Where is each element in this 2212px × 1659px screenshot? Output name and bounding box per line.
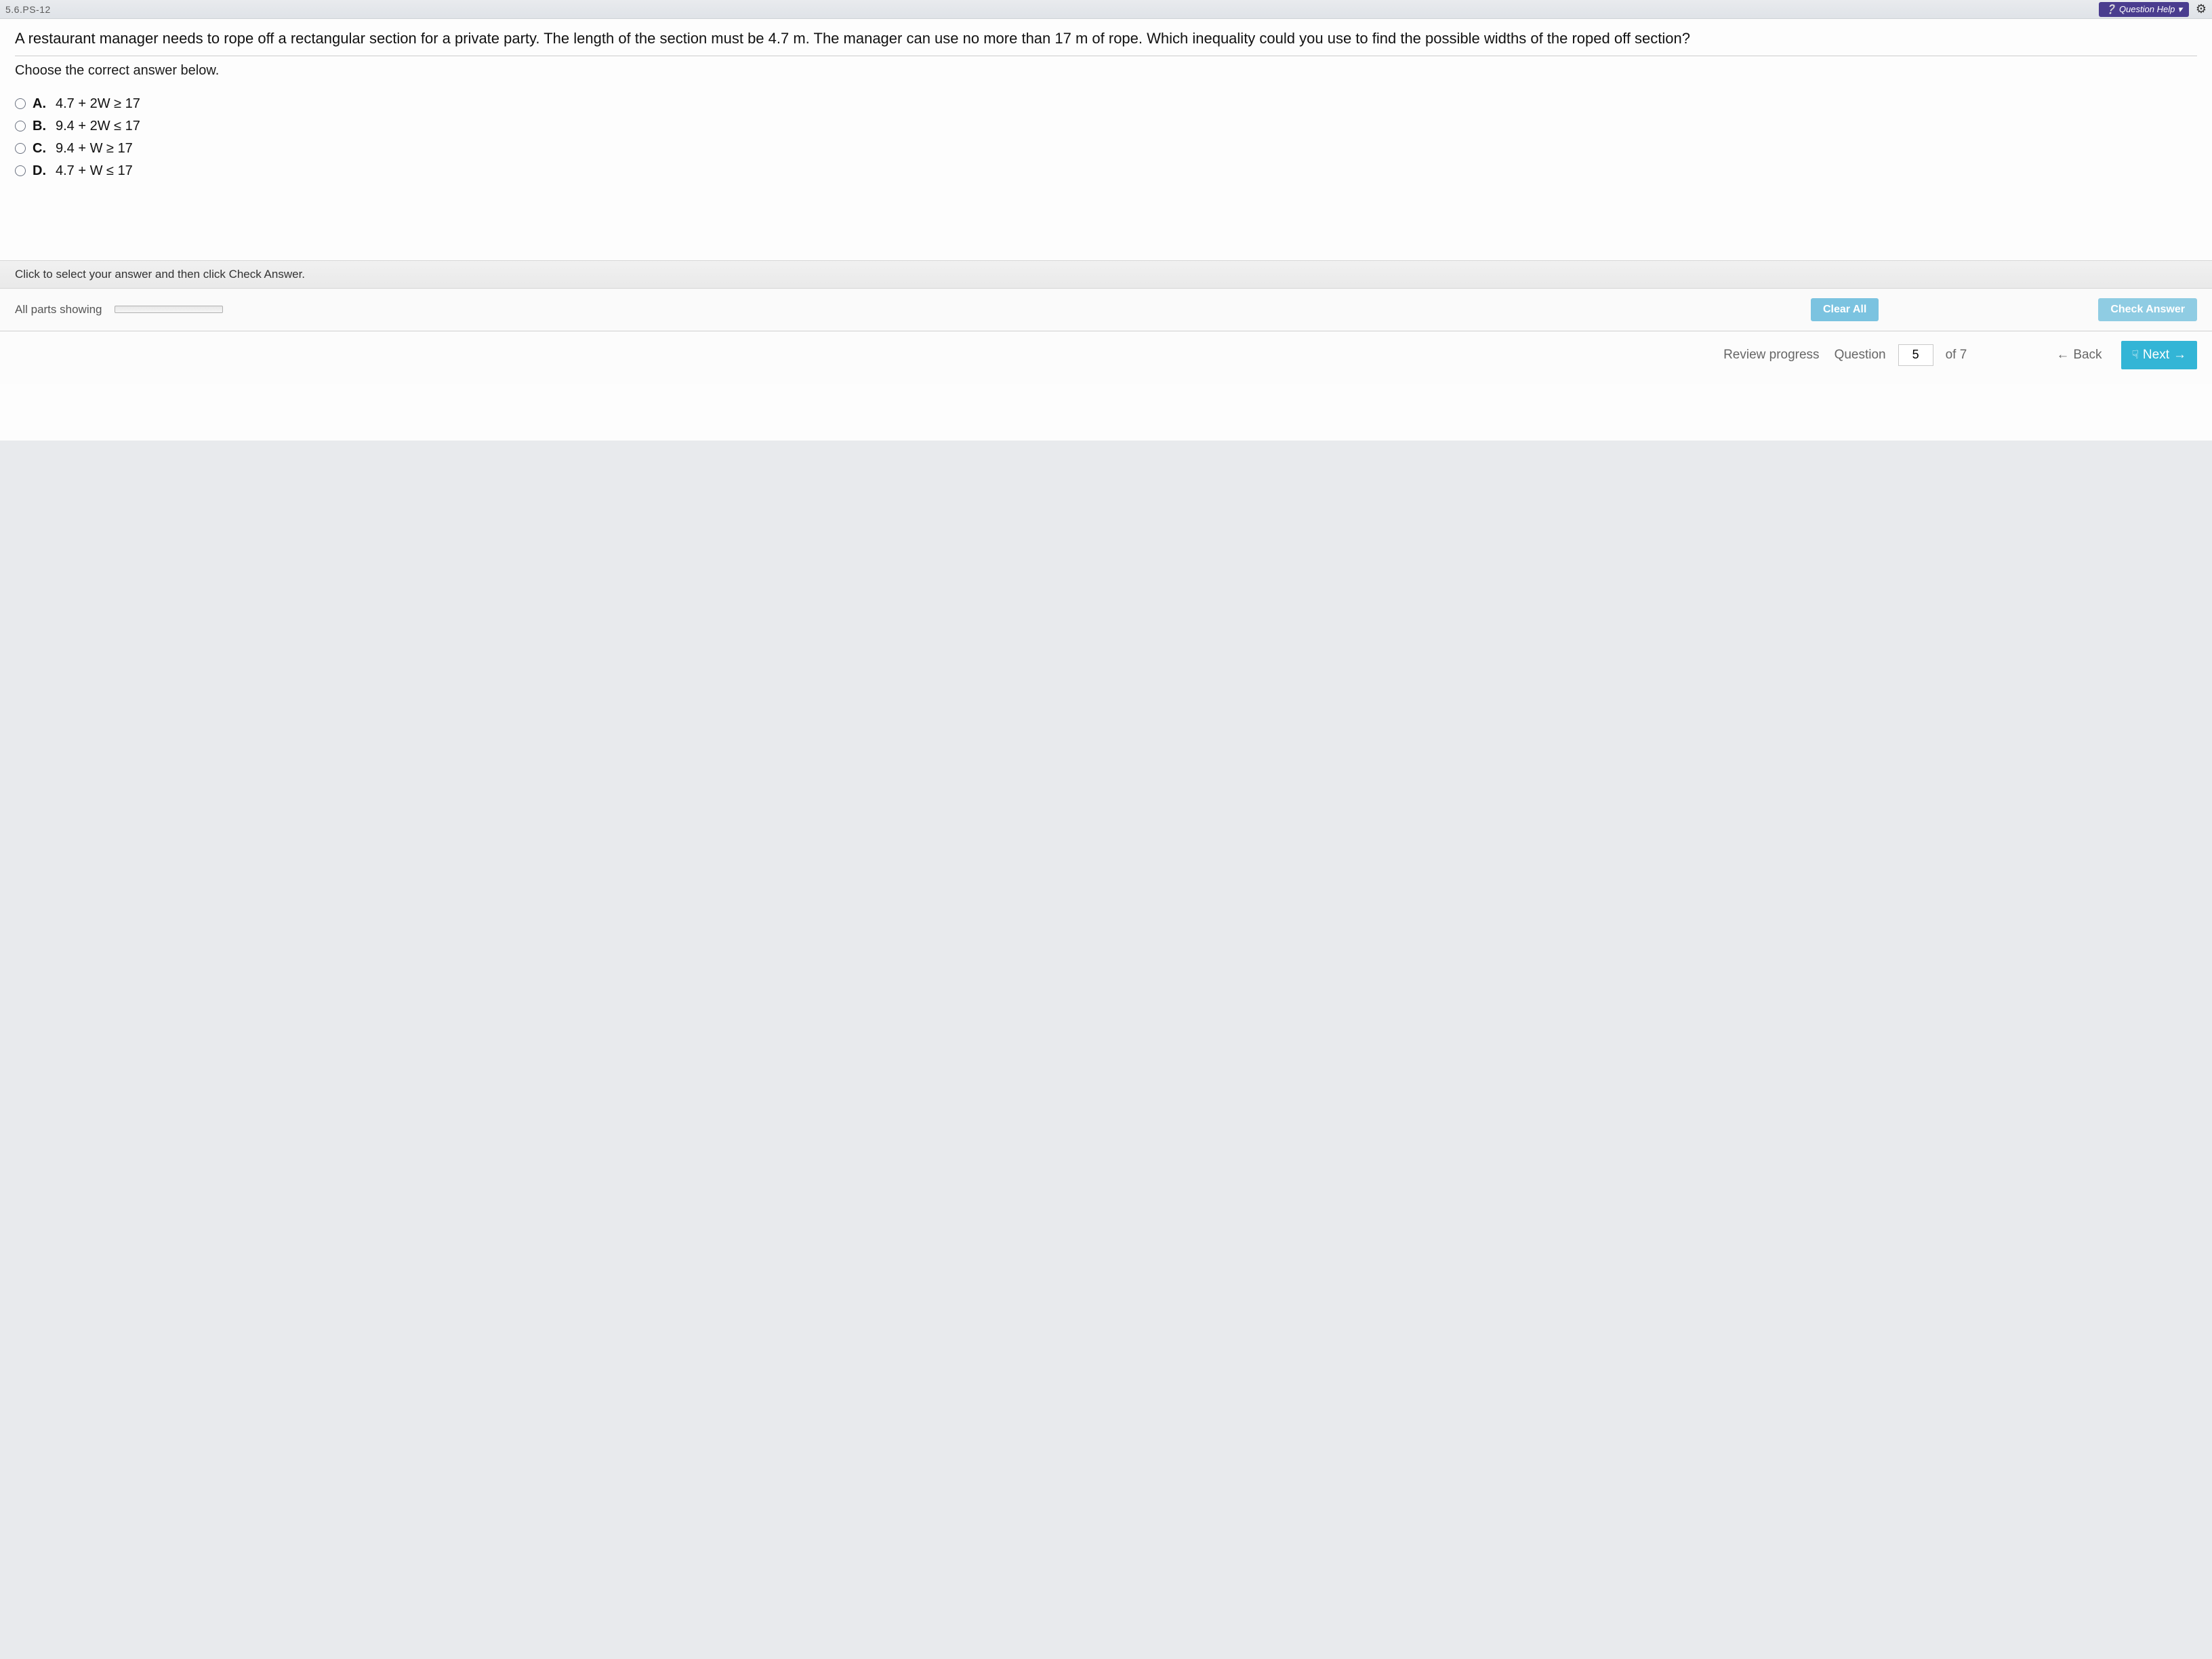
topbar-right: ❔ Question Help ▾ ⚙ — [2099, 2, 2207, 17]
next-label: Next — [2143, 348, 2169, 363]
choice-a[interactable]: A. 4.7 + 2W ≥ 17 — [15, 96, 2197, 112]
controls-row: All parts showing Clear All Check Answer — [0, 289, 2212, 331]
radio-icon — [15, 165, 26, 176]
quiz-app: 5.6.PS-12 ❔ Question Help ▾ ⚙ A restaura… — [0, 0, 2212, 441]
review-progress-label: Review progress — [1723, 348, 1820, 363]
choice-b[interactable]: B. 9.4 + 2W ≤ 17 — [15, 119, 2197, 134]
question-id: 5.6.PS-12 — [5, 4, 51, 15]
choice-label: A. — [33, 96, 46, 112]
question-instruction: Choose the correct answer below. — [15, 63, 2197, 79]
arrow-right-icon: → — [2173, 348, 2186, 363]
back-button[interactable]: ← Back — [2047, 342, 2111, 368]
choice-text: 9.4 + 2W ≤ 17 — [56, 119, 140, 134]
radio-icon — [15, 98, 26, 109]
choice-text: 9.4 + W ≥ 17 — [56, 141, 133, 157]
question-number-input[interactable] — [1898, 344, 1933, 366]
clear-all-button[interactable]: Clear All — [1811, 298, 1879, 321]
choice-text: 4.7 + 2W ≥ 17 — [56, 96, 140, 112]
next-button[interactable]: ☟ Next → — [2121, 341, 2197, 369]
arrow-left-icon: ← — [2056, 348, 2069, 363]
choice-label: C. — [33, 141, 46, 157]
choice-text: 4.7 + W ≤ 17 — [56, 163, 133, 179]
back-label: Back — [2073, 348, 2102, 363]
radio-icon — [15, 143, 26, 154]
question-panel: A restaurant manager needs to rope off a… — [0, 19, 2212, 260]
question-help-button[interactable]: ❔ Question Help ▾ — [2099, 2, 2189, 17]
radio-icon — [15, 121, 26, 131]
check-answer-button[interactable]: Check Answer — [2098, 298, 2197, 321]
choice-label: B. — [33, 119, 46, 134]
parts-progress-bar — [115, 306, 223, 313]
help-label: Question Help — [2119, 4, 2175, 14]
of-label: of 7 — [1946, 348, 1967, 363]
help-icon: ❔ — [2106, 4, 2116, 15]
gear-icon[interactable]: ⚙ — [2196, 2, 2207, 16]
question-text: A restaurant manager needs to rope off a… — [15, 28, 2197, 49]
parts-showing-label: All parts showing — [15, 303, 102, 316]
chevron-down-icon: ▾ — [2177, 4, 2182, 15]
navigation-bar: Review progress Question of 7 ← Back ☟ N… — [0, 331, 2212, 384]
question-label: Question — [1835, 348, 1886, 363]
choice-label: D. — [33, 163, 46, 179]
hint-strip: Click to select your answer and then cli… — [0, 260, 2212, 289]
choice-c[interactable]: C. 9.4 + W ≥ 17 — [15, 141, 2197, 157]
cursor-icon: ☟ — [2132, 348, 2139, 362]
topbar: 5.6.PS-12 ❔ Question Help ▾ ⚙ — [0, 0, 2212, 19]
choice-d[interactable]: D. 4.7 + W ≤ 17 — [15, 163, 2197, 179]
answer-choices: A. 4.7 + 2W ≥ 17 B. 9.4 + 2W ≤ 17 C. 9.4… — [15, 96, 2197, 179]
